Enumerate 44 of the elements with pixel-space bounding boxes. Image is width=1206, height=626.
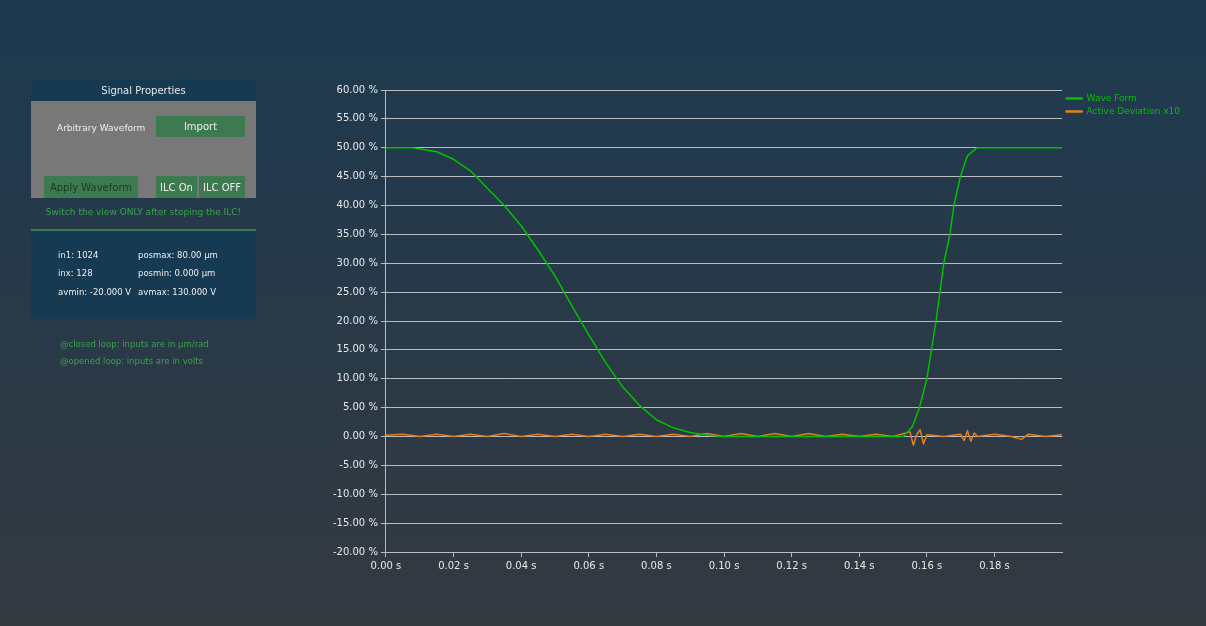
text: Signal Properties [31,80,256,101]
legend-label: Wave Form [1086,92,1137,103]
y-tick-label: 30.00 % [336,256,378,268]
x-tick-label: 0.00 s [370,559,402,571]
x-tick-label: 0.14 s [843,559,875,571]
text: avmax: 130.000 V [138,287,216,297]
legend-label: Active Deviation x10 [1086,105,1181,116]
text: @closed loop: inputs are in µm/rad [60,338,210,351]
text: Import [156,116,245,137]
x-tick-label: 0.04 s [505,559,537,571]
y-tick-label: 20.00 % [336,314,378,326]
y-tick-label: 10.00 % [336,372,378,384]
x-tick-label: 0.12 s [776,559,807,571]
y-tick-label: -5.00 % [339,458,378,470]
x-tick-label: 0.16 s [911,559,943,571]
y-tick-label: -15.00 % [333,516,378,528]
y-tick-label: 25.00 % [336,285,378,297]
text: posmin: 0.000 µm [138,268,216,278]
y-tick-label: 45.00 % [336,170,378,182]
x-tick-label: 0.10 s [708,559,740,571]
text: Arbitrary Waveform [57,123,146,133]
y-tick-label: 55.00 % [336,112,378,124]
text: ILC On [156,176,197,198]
y-tick-label: 35.00 % [336,227,378,239]
y-tick-label: 50.00 % [336,141,378,153]
text: inx: 128 [58,268,93,278]
text: in1: 1024 [58,250,99,260]
text: @opened loop: inputs are in volts [60,355,204,368]
text: avmin: -20.000 V [58,287,132,297]
x-tick-label: 0.18 s [979,559,1010,571]
text: Switch the view ONLY after stoping the ILC! [31,207,256,231]
y-tick-label: 0.00 % [342,430,378,442]
y-tick-label: 40.00 % [336,199,378,211]
y-tick-label: -20.00 % [333,545,378,557]
text: ILC OFF [199,176,245,198]
text: Apply Waveform [44,176,138,198]
y-tick-label: -10.00 % [333,487,378,499]
text: posmax: 80.00 µm [138,250,218,260]
x-tick-label: 0.02 s [438,559,469,571]
x-tick-label: 0.06 s [573,559,605,571]
y-tick-label: 15.00 % [336,343,378,355]
x-tick-label: 0.08 s [641,559,672,571]
y-tick-label: 5.00 % [342,401,378,413]
y-tick-label: 60.00 % [336,83,378,95]
